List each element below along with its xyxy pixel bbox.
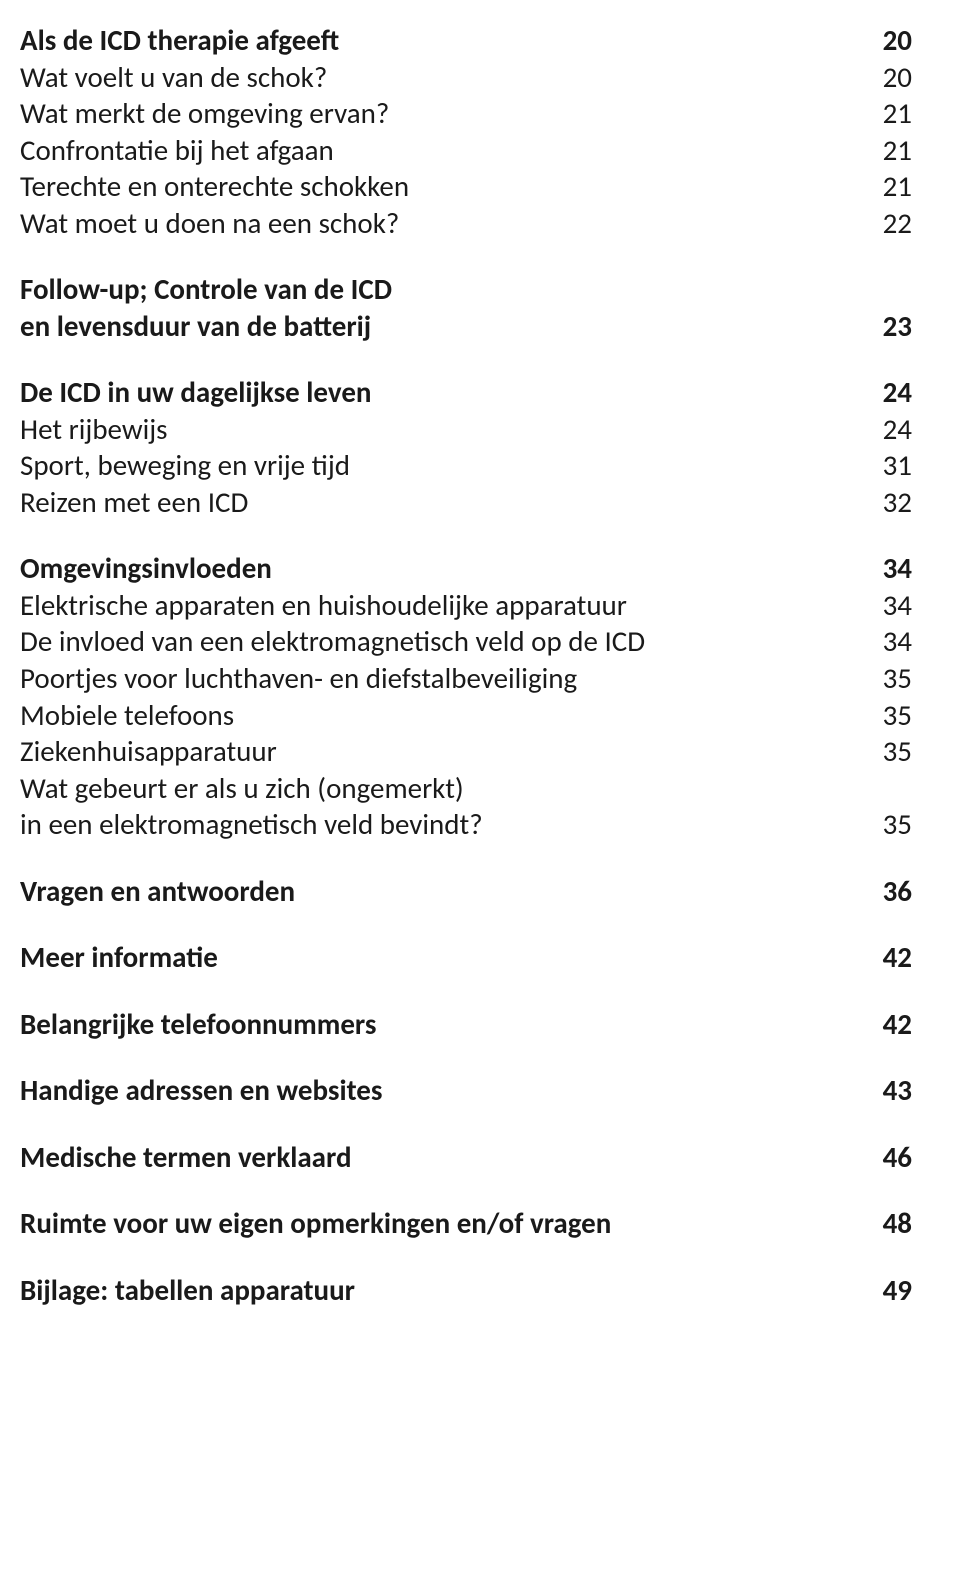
toc-item-page: 31 <box>864 447 912 484</box>
toc-item: Wat moet u doen na een schok? 22 <box>20 205 912 242</box>
toc-heading-text: Ruimte voor uw eigen opmerkingen en/of v… <box>20 1205 864 1242</box>
toc-item: Wat gebeurt er als u zich (ongemerkt) <box>20 770 912 807</box>
toc-heading: Als de ICD therapie afgeeft 20 <box>20 22 912 59</box>
toc-item-text: Reizen met een ICD <box>20 484 864 521</box>
toc-heading-page: 46 <box>864 1139 912 1176</box>
toc-heading-page: 36 <box>864 873 912 910</box>
toc-heading-page: 48 <box>864 1205 912 1242</box>
toc-item-page: 35 <box>864 660 912 697</box>
toc-item-page: 20 <box>864 59 912 96</box>
toc-item: Sport, beweging en vrije tijd 31 <box>20 447 912 484</box>
toc-heading: Ruimte voor uw eigen opmerkingen en/of v… <box>20 1205 912 1242</box>
toc-item-page: 21 <box>864 168 912 205</box>
toc-heading: Bijlage: tabellen apparatuur 49 <box>20 1272 912 1309</box>
toc-item-text: Wat moet u doen na een schok? <box>20 205 864 242</box>
toc-heading-text: Belangrijke telefoonnummers <box>20 1006 864 1043</box>
toc-item-text: Mobiele telefoons <box>20 697 864 734</box>
toc-item-page: 35 <box>864 806 912 843</box>
toc-item-page: 34 <box>864 623 912 660</box>
table-of-contents: Als de ICD therapie afgeeft 20 Wat voelt… <box>20 22 912 1308</box>
toc-heading-text: Follow-up; Controle van de ICD <box>20 271 864 308</box>
toc-item: Het rijbewijs 24 <box>20 411 912 448</box>
toc-heading-page: 43 <box>864 1072 912 1109</box>
toc-item-text: Poortjes voor luchthaven- en diefstalbev… <box>20 660 864 697</box>
toc-item-page: 34 <box>864 587 912 624</box>
toc-item-page: 21 <box>864 95 912 132</box>
toc-heading-text: Als de ICD therapie afgeeft <box>20 22 864 59</box>
toc-heading: Vragen en antwoorden 36 <box>20 873 912 910</box>
toc-item-text: Sport, beweging en vrije tijd <box>20 447 864 484</box>
toc-heading: Meer informatie 42 <box>20 939 912 976</box>
toc-heading: Follow-up; Controle van de ICD <box>20 271 912 308</box>
toc-heading-text: Vragen en antwoorden <box>20 873 864 910</box>
toc-heading-page: 23 <box>864 308 912 345</box>
toc-item: Confrontatie bij het afgaan 21 <box>20 132 912 169</box>
toc-heading: De ICD in uw dagelijkse leven 24 <box>20 374 912 411</box>
toc-heading-text: De ICD in uw dagelijkse leven <box>20 374 864 411</box>
toc-heading: Belangrijke telefoonnummers 42 <box>20 1006 912 1043</box>
toc-item: Wat merkt de omgeving ervan? 21 <box>20 95 912 132</box>
toc-item-text: Wat merkt de omgeving ervan? <box>20 95 864 132</box>
toc-item: Terechte en onterechte schokken 21 <box>20 168 912 205</box>
toc-item-text: Elektrische apparaten en huishoudelijke … <box>20 587 864 624</box>
toc-item: Reizen met een ICD 32 <box>20 484 912 521</box>
toc-item-page: 32 <box>864 484 912 521</box>
toc-item-text: Ziekenhuisapparatuur <box>20 733 864 770</box>
toc-item: Ziekenhuisapparatuur 35 <box>20 733 912 770</box>
toc-heading-text2: en levensduur van de batterij <box>20 308 864 345</box>
toc-heading-page: 42 <box>864 1006 912 1043</box>
toc-heading-text: Meer informatie <box>20 939 864 976</box>
toc-item-page: 35 <box>864 733 912 770</box>
toc-item: Elektrische apparaten en huishoudelijke … <box>20 587 912 624</box>
toc-heading-text: Bijlage: tabellen apparatuur <box>20 1272 864 1309</box>
toc-item-text: Het rijbewijs <box>20 411 864 448</box>
toc-item-text: Wat gebeurt er als u zich (ongemerkt) <box>20 770 864 807</box>
toc-item-page: 24 <box>864 411 912 448</box>
toc-item: Wat voelt u van de schok? 20 <box>20 59 912 96</box>
toc-item-text2: in een elektromagnetisch veld bevindt? <box>20 806 864 843</box>
toc-heading-page: 42 <box>864 939 912 976</box>
toc-heading: Omgevingsinvloeden 34 <box>20 550 912 587</box>
toc-item-page: 35 <box>864 697 912 734</box>
toc-item-line2: in een elektromagnetisch veld bevindt? 3… <box>20 806 912 843</box>
toc-heading-page: 20 <box>864 22 912 59</box>
toc-item-text: Terechte en onterechte schokken <box>20 168 864 205</box>
toc-heading-page: 24 <box>864 374 912 411</box>
toc-heading: Handige adressen en websites 43 <box>20 1072 912 1109</box>
toc-item-text: De invloed van een elektromagnetisch vel… <box>20 623 864 660</box>
toc-heading-line2: en levensduur van de batterij 23 <box>20 308 912 345</box>
toc-heading-page: 34 <box>864 550 912 587</box>
toc-item-page: 21 <box>864 132 912 169</box>
toc-item-text: Wat voelt u van de schok? <box>20 59 864 96</box>
toc-item: De invloed van een elektromagnetisch vel… <box>20 623 912 660</box>
toc-heading-text: Omgevingsinvloeden <box>20 550 864 587</box>
toc-heading: Medische termen verklaard 46 <box>20 1139 912 1176</box>
toc-heading-page: 49 <box>864 1272 912 1309</box>
toc-heading-text: Medische termen verklaard <box>20 1139 864 1176</box>
toc-item: Mobiele telefoons 35 <box>20 697 912 734</box>
toc-item: Poortjes voor luchthaven- en diefstalbev… <box>20 660 912 697</box>
toc-item-page: 22 <box>864 205 912 242</box>
toc-item-text: Confrontatie bij het afgaan <box>20 132 864 169</box>
toc-heading-text: Handige adressen en websites <box>20 1072 864 1109</box>
